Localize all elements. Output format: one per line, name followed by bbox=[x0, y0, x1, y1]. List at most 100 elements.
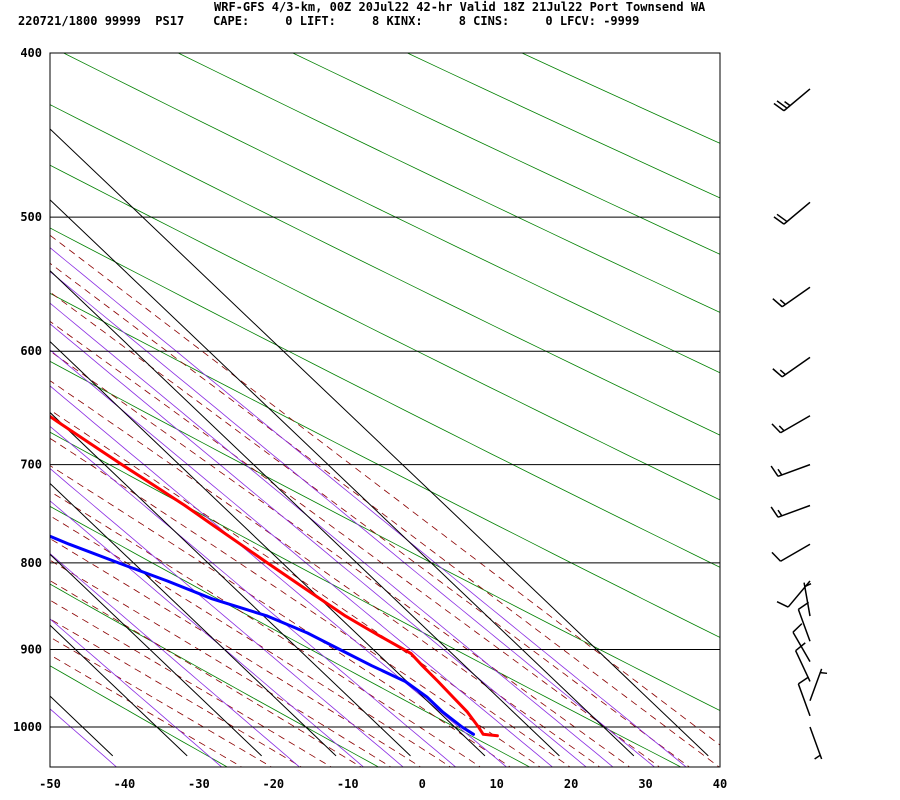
mixing-ratio-line bbox=[50, 553, 301, 767]
dry-adiabat-line bbox=[50, 292, 720, 638]
dry-adiabat-line bbox=[50, 164, 720, 501]
isotherm-line bbox=[50, 340, 486, 757]
wind-barb-staff bbox=[777, 463, 811, 477]
wind-barb-staff bbox=[809, 726, 823, 760]
wind-barb-staff bbox=[781, 356, 811, 378]
isotherm-line bbox=[50, 695, 114, 757]
wind-barb bbox=[797, 601, 811, 642]
y-tick-label: 1000 bbox=[13, 720, 42, 734]
y-tick-label: 600 bbox=[20, 344, 42, 358]
mixing-ratio-line bbox=[50, 618, 223, 767]
mixing-ratio-line bbox=[50, 385, 508, 767]
isotherm-line bbox=[50, 553, 262, 757]
wind-barb-feather bbox=[776, 600, 789, 608]
chart-header-line1: WRF-GFS 4/3-km, 00Z 20Jul22 42-hr Valid … bbox=[214, 0, 706, 14]
wind-barb-staff bbox=[783, 201, 811, 225]
wind-barb bbox=[771, 543, 811, 562]
wind-barb-feather bbox=[776, 100, 788, 109]
wind-barb-staff bbox=[809, 668, 823, 702]
moist-adiabat-line bbox=[50, 409, 571, 767]
wind-barb-feather bbox=[776, 213, 788, 223]
wind-barb-feather bbox=[814, 754, 821, 760]
y-tick-label: 800 bbox=[20, 556, 42, 570]
wind-barb-feather bbox=[792, 623, 803, 633]
wind-barb-staff bbox=[781, 286, 811, 308]
moist-adiabat-line bbox=[50, 320, 661, 767]
background-lines bbox=[50, 53, 720, 767]
wind-barb bbox=[809, 668, 828, 702]
x-tick-label: 20 bbox=[564, 777, 578, 791]
dry-adiabat-line bbox=[50, 227, 720, 568]
wind-barb-staff bbox=[780, 415, 811, 434]
isotherm-line bbox=[50, 128, 709, 757]
x-tick-label: -30 bbox=[188, 777, 210, 791]
y-tick-label: 900 bbox=[20, 642, 42, 656]
moist-adiabat-line bbox=[50, 618, 303, 767]
mixing-ratio-line bbox=[50, 349, 554, 767]
plot-frame bbox=[49, 52, 721, 768]
wind-barb-staff bbox=[777, 504, 811, 518]
dry-adiabat-line bbox=[291, 53, 720, 255]
dry-adiabat-line bbox=[62, 53, 720, 374]
x-tick-label: 40 bbox=[713, 777, 727, 791]
mixing-ratio-line bbox=[50, 425, 457, 767]
mixing-ratio-line bbox=[50, 323, 587, 767]
wind-barbs bbox=[770, 88, 828, 760]
moist-adiabat-line bbox=[50, 350, 631, 767]
temperature-line bbox=[50, 414, 499, 738]
x-tick-labels: -50 -40 -30 -20 -10 0 10 20 30 40 bbox=[39, 777, 727, 791]
x-tick-label: -40 bbox=[114, 777, 136, 791]
x-tick-label: 30 bbox=[638, 777, 652, 791]
chart-header-line2: 220721/1800 99999 PS17 CAPE: 0 LIFT: 8 K… bbox=[18, 14, 640, 28]
wind-barb bbox=[771, 415, 811, 434]
wind-barb-feather bbox=[777, 509, 783, 517]
wind-barb-feather bbox=[804, 583, 812, 588]
moist-adiabat-line bbox=[50, 538, 422, 767]
isotherm-line bbox=[50, 624, 188, 757]
wind-barb-feather bbox=[771, 423, 782, 434]
wind-barb bbox=[773, 88, 811, 112]
wind-barb-feather bbox=[773, 216, 785, 225]
moist-adiabat-line bbox=[50, 636, 273, 767]
wind-barb-feather bbox=[778, 425, 785, 432]
wind-barb-feather bbox=[784, 100, 791, 107]
y-tick-label: 500 bbox=[20, 210, 42, 224]
wind-barb bbox=[803, 582, 812, 617]
y-tick-label: 700 bbox=[20, 458, 42, 472]
moist-adiabat-line bbox=[50, 437, 541, 767]
wind-barb bbox=[772, 356, 811, 378]
wind-barb-feather bbox=[779, 299, 786, 306]
grid bbox=[50, 53, 720, 757]
dry-adiabat-line bbox=[50, 665, 229, 767]
isotherm-line bbox=[50, 411, 411, 757]
wind-barb-feather bbox=[771, 551, 782, 562]
mixing-ratio-line bbox=[50, 708, 118, 767]
wind-barb-feather bbox=[795, 642, 806, 652]
dry-adiabat-line bbox=[50, 104, 720, 436]
wind-barb-feather bbox=[773, 102, 785, 112]
wind-barb bbox=[792, 623, 811, 663]
moist-adiabat-line bbox=[50, 234, 720, 746]
x-tick-label: 0 bbox=[419, 777, 426, 791]
y-tick-labels: 400 500 600 700 800 900 1000 bbox=[13, 46, 42, 734]
wind-barb bbox=[794, 642, 811, 682]
wind-barb-staff bbox=[780, 543, 811, 562]
moist-adiabat-line bbox=[50, 465, 512, 767]
wind-barb-staff bbox=[797, 683, 811, 717]
dry-adiabat-line bbox=[177, 53, 720, 313]
x-tick-label: 10 bbox=[489, 777, 503, 791]
wind-barb bbox=[770, 463, 811, 477]
moist-adiabat-line bbox=[50, 580, 362, 767]
wind-barb bbox=[773, 201, 811, 225]
dewpoint-line bbox=[50, 534, 475, 736]
wind-barb-feather bbox=[772, 298, 783, 308]
wind-barb-feather bbox=[797, 676, 810, 685]
mixing-ratio-line bbox=[50, 271, 656, 767]
mixing-ratio-line bbox=[50, 302, 614, 767]
moist-adiabat-line bbox=[50, 559, 392, 767]
wind-barb-feather bbox=[770, 465, 779, 477]
mixing-ratio-line bbox=[50, 468, 404, 767]
wind-barb-feather bbox=[797, 601, 810, 610]
wind-barb-feather bbox=[777, 468, 783, 476]
x-tick-label: -50 bbox=[39, 777, 61, 791]
